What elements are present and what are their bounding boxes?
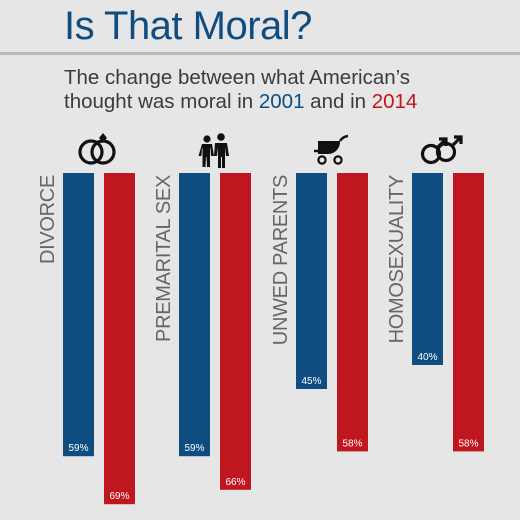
couple-icon	[198, 133, 229, 168]
subtitle-text-prefix: thought was moral in	[64, 90, 259, 113]
wedding-rings-icon	[78, 133, 116, 165]
category-label: DIVORCE	[37, 175, 59, 264]
subtitle-text-mid: and in	[304, 90, 372, 113]
bars-group	[63, 173, 484, 505]
bar-homosexuality-2001	[412, 173, 443, 365]
bar-value-label: 58%	[342, 438, 362, 449]
bar-value-label: 45%	[301, 376, 321, 387]
bar-value-label: 59%	[184, 443, 204, 454]
bar-value-label: 69%	[109, 491, 129, 502]
category-label: PREMARITAL SEX	[153, 175, 175, 342]
year-2014-label: 2014	[371, 90, 418, 113]
bar-value-label: 58%	[458, 438, 478, 449]
category-label: HOMOSEXUALITY	[386, 175, 408, 343]
bar-divorce-2001	[63, 173, 94, 457]
bar-value-label: 40%	[417, 352, 437, 363]
chart-title: Is That Moral?	[64, 4, 312, 48]
bar-labels-group: 59% 69% 59% 66% 45% 58% 40% 58%	[68, 352, 478, 502]
category-label: UNWED PARENTS	[270, 175, 292, 345]
bar-unwed-parents-2014	[337, 173, 368, 452]
baby-carriage-icon	[314, 134, 349, 165]
bar-value-label: 59%	[68, 443, 88, 454]
bar-premarital-sex-2001	[179, 173, 210, 457]
bar-value-label: 66%	[225, 477, 245, 488]
chart-subtitle: The change between what American’s thoug…	[64, 66, 417, 114]
subtitle-line-1: The change between what American’s	[64, 66, 411, 89]
bar-divorce-2014	[104, 173, 135, 505]
bar-premarital-sex-2014	[220, 173, 251, 490]
title-divider	[0, 52, 520, 55]
bar-homosexuality-2014	[453, 173, 484, 452]
male-male-symbol-icon	[420, 135, 463, 165]
bar-unwed-parents-2001	[296, 173, 327, 389]
subtitle-line-2: thought was moral in 2001 and in 2014	[64, 90, 417, 114]
year-2001-label: 2001	[258, 90, 305, 113]
category-labels-group: DIVORCE PREMARITAL SEX UNWED PARENTS HOMOSE…	[37, 175, 408, 345]
